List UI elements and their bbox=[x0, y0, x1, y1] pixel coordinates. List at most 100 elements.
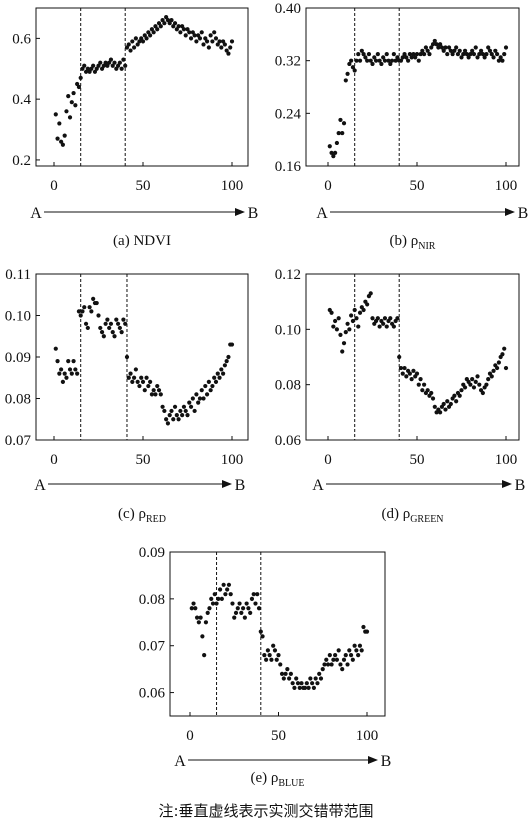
data-point bbox=[203, 36, 208, 41]
data-point bbox=[443, 407, 448, 412]
data-point bbox=[232, 615, 237, 620]
data-point bbox=[99, 330, 105, 335]
data-point bbox=[117, 325, 122, 331]
y-tick-label: 0.2 bbox=[12, 153, 31, 169]
data-point bbox=[292, 685, 297, 690]
x-tick-label: 50 bbox=[271, 728, 286, 744]
data-point bbox=[487, 48, 493, 53]
data-point bbox=[96, 63, 101, 68]
data-point bbox=[356, 324, 361, 329]
data-point bbox=[105, 317, 110, 322]
data-point bbox=[205, 610, 210, 616]
data-point bbox=[64, 375, 69, 380]
arrow-start-label: A bbox=[312, 477, 324, 494]
data-point bbox=[192, 33, 197, 38]
y-tick-label: 0.08 bbox=[139, 592, 165, 608]
data-point bbox=[249, 596, 255, 601]
x-tick-label: 100 bbox=[495, 452, 518, 468]
data-point bbox=[429, 390, 434, 396]
data-point bbox=[105, 63, 110, 68]
data-point bbox=[103, 321, 108, 326]
data-point bbox=[350, 657, 355, 662]
data-point bbox=[62, 133, 67, 138]
data-point bbox=[471, 51, 477, 57]
data-point bbox=[101, 63, 106, 68]
data-point bbox=[406, 58, 411, 63]
y-tick-label: 0.4 bbox=[12, 92, 31, 108]
data-point bbox=[413, 55, 418, 60]
data-point bbox=[386, 58, 391, 63]
x-tick-label: 50 bbox=[136, 452, 151, 468]
data-point bbox=[373, 58, 379, 63]
data-point bbox=[219, 45, 224, 50]
data-point bbox=[215, 371, 220, 376]
data-point bbox=[149, 392, 154, 397]
data-point bbox=[459, 55, 464, 60]
data-point bbox=[194, 39, 199, 44]
data-point bbox=[418, 51, 423, 57]
data-point bbox=[217, 375, 222, 380]
plot-frame bbox=[169, 551, 386, 717]
data-point bbox=[468, 382, 473, 387]
data-point bbox=[356, 51, 361, 57]
y-tick-label: 0.06 bbox=[139, 686, 166, 702]
data-point bbox=[121, 317, 126, 322]
data-point bbox=[108, 57, 114, 62]
data-point bbox=[151, 30, 156, 35]
data-point bbox=[114, 66, 119, 71]
data-point bbox=[73, 367, 78, 372]
caption-subscript: GREEN bbox=[410, 514, 443, 525]
data-point bbox=[140, 379, 146, 384]
data-point bbox=[336, 130, 341, 136]
data-point bbox=[80, 309, 85, 314]
data-point bbox=[350, 318, 356, 324]
data-point bbox=[502, 51, 507, 57]
data-point bbox=[327, 144, 332, 149]
data-point bbox=[304, 681, 309, 686]
data-point bbox=[325, 662, 331, 667]
data-point bbox=[190, 396, 195, 401]
data-point bbox=[59, 367, 64, 372]
data-point bbox=[224, 48, 229, 53]
data-point bbox=[285, 667, 290, 672]
data-point bbox=[198, 615, 203, 620]
data-point bbox=[484, 51, 489, 57]
data-point bbox=[384, 324, 389, 329]
data-point bbox=[302, 685, 308, 690]
data-point bbox=[354, 316, 359, 321]
data-point bbox=[388, 61, 393, 67]
data-point bbox=[123, 63, 128, 68]
data-point bbox=[82, 63, 87, 68]
data-point bbox=[320, 667, 325, 672]
data-point bbox=[357, 643, 363, 648]
data-point bbox=[283, 671, 288, 676]
arrow-end-label: B bbox=[518, 205, 529, 222]
data-point bbox=[153, 392, 158, 397]
data-point bbox=[313, 676, 318, 681]
data-point bbox=[389, 58, 395, 63]
data-point bbox=[432, 38, 437, 44]
data-point bbox=[473, 45, 478, 50]
data-point bbox=[178, 408, 183, 414]
data-point bbox=[209, 596, 214, 601]
data-point bbox=[214, 601, 219, 606]
y-tick-label: 0.07 bbox=[139, 639, 166, 655]
x-tick-label: 0 bbox=[50, 178, 58, 194]
data-point bbox=[347, 648, 352, 653]
data-point bbox=[489, 51, 494, 57]
y-tick-label: 0.24 bbox=[275, 106, 302, 122]
data-point bbox=[278, 662, 283, 667]
data-point bbox=[241, 606, 246, 611]
data-point bbox=[229, 342, 235, 347]
data-point bbox=[361, 51, 366, 57]
panel-caption: (c) ρRED bbox=[118, 506, 166, 525]
data-point bbox=[196, 620, 201, 625]
data-point bbox=[237, 601, 242, 606]
data-point bbox=[251, 592, 256, 597]
data-point bbox=[146, 383, 151, 389]
data-point bbox=[336, 316, 341, 321]
x-tick-label: 50 bbox=[410, 178, 425, 194]
